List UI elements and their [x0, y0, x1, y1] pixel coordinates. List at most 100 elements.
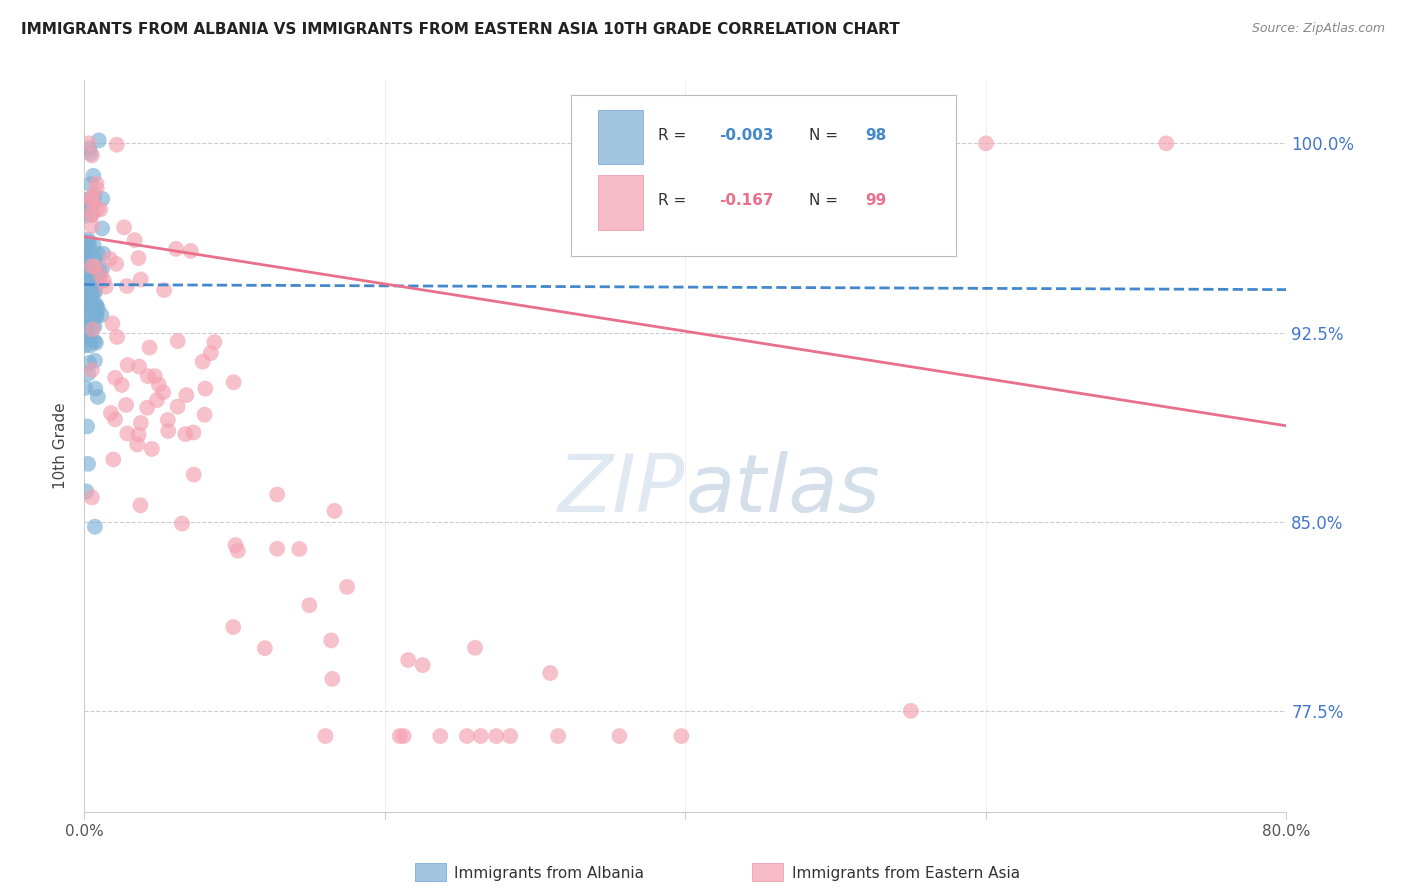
Point [84, 285, 107, 299]
Point [76, 200, 98, 214]
Point [191, 354, 214, 368]
Point [75, 238, 97, 252]
Point [73, 293, 96, 307]
Point [84, 308, 107, 322]
Point [104, 370, 127, 384]
Point [200, 346, 222, 360]
Point [146, 393, 169, 408]
Point [315, 729, 337, 743]
Point [76, 327, 98, 342]
Point [79, 333, 101, 347]
Point [84, 335, 107, 350]
Point [91, 246, 114, 260]
Text: Source: ZipAtlas.com: Source: ZipAtlas.com [1251, 22, 1385, 36]
Text: Immigrants from Eastern Asia: Immigrants from Eastern Asia [792, 866, 1019, 880]
Point [73, 308, 96, 322]
Point [90, 308, 112, 322]
Point [77, 235, 100, 250]
Point [170, 516, 193, 531]
Point [87, 272, 110, 286]
Point [75, 250, 97, 264]
Point [84, 260, 107, 274]
Point [115, 279, 138, 293]
Point [77, 356, 100, 370]
Point [86, 309, 108, 323]
Point [79, 311, 101, 326]
Point [111, 378, 134, 392]
Point [174, 427, 197, 442]
Point [75, 297, 97, 311]
Point [84, 382, 107, 396]
Point [91, 192, 114, 206]
Text: 98: 98 [866, 128, 887, 143]
Point [222, 620, 245, 634]
Point [80, 190, 103, 204]
Point [117, 358, 139, 372]
Point [77, 367, 100, 381]
Point [321, 633, 343, 648]
Point [76, 271, 98, 285]
Point [76, 260, 98, 274]
Point [73, 235, 96, 250]
Point [136, 401, 159, 415]
Point [176, 388, 198, 402]
Point [298, 598, 321, 612]
Point [82, 260, 104, 274]
Point [266, 487, 288, 501]
Point [671, 729, 693, 743]
Point [75, 484, 97, 499]
Point [77, 241, 100, 255]
Point [80, 206, 103, 220]
Point [127, 437, 149, 451]
Point [83, 319, 105, 334]
Point [266, 541, 288, 556]
Text: R =: R = [658, 128, 690, 143]
Point [82, 318, 104, 333]
Point [148, 377, 170, 392]
Text: 99: 99 [866, 194, 887, 209]
Point [100, 406, 122, 420]
Point [128, 359, 150, 374]
Point [157, 424, 180, 438]
Point [83, 279, 105, 293]
Point [73, 254, 96, 268]
Point [79, 297, 101, 311]
Point [129, 272, 152, 286]
Point [73, 381, 96, 395]
Point [73, 260, 96, 275]
Point [253, 641, 276, 656]
Point [156, 413, 179, 427]
Point [75, 282, 97, 296]
Point [77, 141, 100, 155]
Point [84, 307, 107, 321]
Point [83, 238, 105, 252]
Text: atlas: atlas [686, 450, 880, 529]
Point [87, 301, 110, 316]
Bar [598, 176, 644, 230]
Point [974, 136, 997, 151]
Point [84, 279, 107, 293]
Point [80, 191, 103, 205]
Text: -0.167: -0.167 [718, 194, 773, 209]
Point [153, 283, 176, 297]
Point [83, 285, 105, 300]
Point [87, 133, 110, 147]
Point [76, 419, 98, 434]
Point [194, 382, 217, 396]
Point [83, 353, 105, 368]
Point [76, 193, 98, 207]
Point [75, 293, 97, 307]
Point [77, 259, 100, 273]
Point [84, 273, 107, 287]
Point [80, 208, 103, 222]
Point [87, 202, 110, 216]
Point [76, 291, 98, 305]
Point [112, 220, 135, 235]
Point [183, 467, 205, 482]
Point [166, 334, 188, 348]
Point [202, 335, 225, 350]
Point [86, 268, 108, 282]
Text: ZIP: ZIP [558, 450, 686, 529]
Point [166, 400, 188, 414]
Point [193, 408, 215, 422]
